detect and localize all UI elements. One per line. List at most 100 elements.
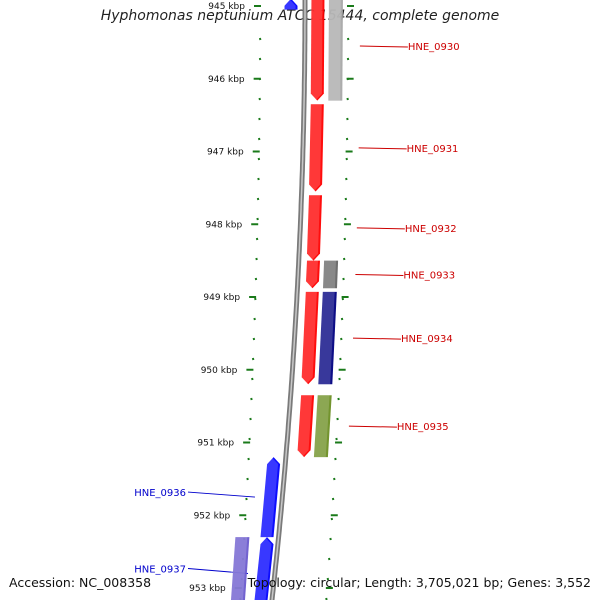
- gene-label: HNE_0933: [403, 270, 455, 281]
- gene-label-leader: [187, 491, 255, 498]
- genome-title: Hyphomonas neptunium ATCC 15444, complet…: [100, 8, 500, 24]
- outer-track-dot: [335, 437, 338, 441]
- gene-label: HNE_0937: [134, 564, 186, 575]
- gene-label: HNE_0936: [134, 488, 186, 499]
- gene-label: HNE_0932: [405, 224, 457, 235]
- ruler-dot: [248, 437, 251, 441]
- accession-text: Accession: NC_008358: [9, 575, 152, 590]
- ruler-dot: [257, 157, 261, 161]
- gene-arrow: [307, 195, 322, 261]
- genome-backbone: [269, 0, 308, 600]
- gene-label-leader: [358, 147, 407, 150]
- ruler-dot: [256, 197, 260, 201]
- gene-arrow-shading: [299, 291, 317, 385]
- ruler-dot: [247, 457, 250, 461]
- outer-track-dot: [333, 477, 336, 481]
- gene-label-leader: [353, 337, 402, 340]
- gene-arrow: [254, 537, 274, 600]
- ruler-dot: [252, 337, 256, 341]
- outer-track-dot: [346, 117, 349, 121]
- outer-track-dot: [330, 517, 334, 521]
- gene-arrow: [260, 457, 281, 538]
- outer-track-dot: [334, 457, 337, 461]
- ruler-dot: [254, 297, 257, 301]
- outer-track-dot: [346, 37, 350, 41]
- ruler-dot: [258, 97, 261, 101]
- outer-track-dot: [342, 277, 345, 281]
- gene-arrow: [309, 104, 324, 192]
- gene-arrow: [284, 0, 298, 10]
- outer-track-dot: [342, 257, 346, 261]
- gene-arrow-shading: [228, 537, 248, 600]
- gene-arrow: [297, 395, 315, 458]
- outer-track-dot: [346, 97, 349, 101]
- outer-track-dot: [344, 217, 347, 221]
- outer-track-dot: [345, 157, 348, 161]
- ruler-dot: [255, 237, 259, 241]
- gene-arrow: [318, 291, 337, 385]
- outer-track-dot: [337, 397, 340, 401]
- outer-track-dot: [328, 557, 331, 561]
- ruler-dot: [246, 477, 249, 481]
- outer-track-dot: [336, 417, 339, 421]
- gene-arrow-shading: [311, 395, 330, 458]
- gene-arrow-shading: [320, 260, 336, 289]
- outer-track-dot: [339, 357, 342, 361]
- ruler-dot: [258, 57, 262, 61]
- gene-label: HNE_0931: [407, 144, 459, 155]
- ruler-dot: [245, 497, 248, 501]
- ruler-tick-label: 948 kbp: [206, 220, 243, 230]
- ruler-dot: [244, 517, 247, 521]
- ruler-tick-label: 953 kbp: [189, 584, 226, 594]
- ruler-dot: [251, 357, 255, 361]
- gene-arrow-shading: [316, 291, 335, 385]
- gene-label-leader: [359, 45, 408, 48]
- ruler-tick-label: 945 kbp: [208, 2, 245, 12]
- gene-arrow-shading: [258, 457, 279, 538]
- ruler-dot: [255, 257, 258, 261]
- ruler-tick-label: 947 kbp: [207, 148, 244, 158]
- gene-arrow: [310, 0, 325, 101]
- ruler-tick-label: 950 kbp: [201, 366, 238, 376]
- outer-track-dot: [329, 537, 332, 541]
- gene-arrow-shading: [282, 0, 296, 10]
- ruler-dot: [257, 177, 260, 181]
- gene-arrow: [301, 291, 319, 385]
- gene-arrow-shading: [308, 0, 323, 101]
- gene-label-leader: [356, 227, 405, 230]
- outer-track-dot: [326, 577, 330, 581]
- outer-track-dot: [331, 497, 335, 501]
- outer-track-dot: [346, 57, 350, 61]
- ruler-dot: [256, 217, 259, 221]
- ruler-dot: [250, 397, 253, 401]
- gene-arrow-shading: [307, 104, 322, 192]
- outer-track-dot: [340, 317, 344, 321]
- ruler-dot: [249, 417, 252, 421]
- outer-track-dot: [338, 377, 341, 381]
- outer-track-dot: [345, 177, 348, 181]
- outer-track-dot: [341, 297, 345, 301]
- genome-backbone-highlight: [271, 0, 306, 600]
- ruler-tick-label: 949 kbp: [203, 293, 240, 303]
- outer-track-dot: [343, 237, 347, 241]
- gene-label: HNE_0935: [397, 422, 449, 433]
- gene-label: HNE_0930: [408, 42, 460, 53]
- gene-arrow-shading: [326, 0, 341, 101]
- gene-arrow: [323, 260, 339, 289]
- topology-text: Topology: circular; Length: 3,705,021 bp…: [247, 575, 591, 590]
- ruler-dot: [251, 377, 254, 381]
- gene-arrow-shading: [304, 260, 318, 289]
- ruler-dot: [254, 277, 258, 281]
- ruler-tick-label: 952 kbp: [194, 511, 231, 521]
- ruler-dot: [258, 37, 262, 41]
- outer-track-dot: [344, 197, 348, 201]
- ruler-dot: [257, 137, 261, 141]
- ruler-tick-label: 951 kbp: [197, 439, 234, 449]
- gene-arrow-shading: [252, 537, 272, 600]
- gene-arrow-shading: [295, 395, 313, 458]
- ruler-dot: [258, 117, 261, 121]
- gene-label-leader: [348, 425, 397, 428]
- gene-arrow: [328, 0, 343, 101]
